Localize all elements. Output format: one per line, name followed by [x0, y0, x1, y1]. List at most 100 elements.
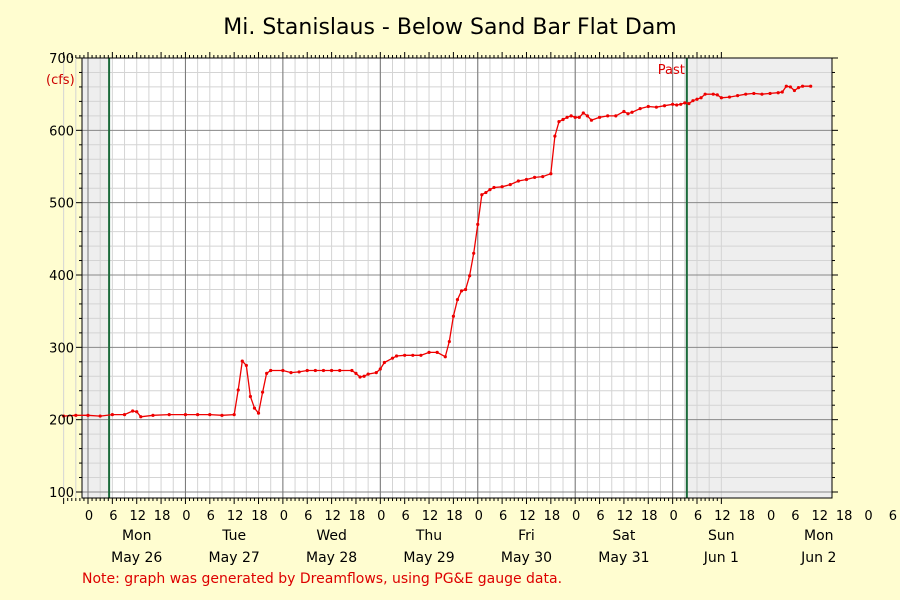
data-point	[289, 371, 293, 375]
data-point	[358, 375, 362, 379]
data-point	[435, 350, 439, 354]
data-point	[752, 91, 756, 96]
data-point	[553, 134, 557, 138]
data-point	[390, 356, 395, 360]
x-tick-label: 12	[129, 509, 146, 524]
data-point	[244, 363, 248, 368]
data-point	[654, 105, 659, 109]
data-point	[727, 95, 732, 99]
x-tick-label: 6	[499, 509, 507, 524]
data-point	[252, 406, 257, 410]
data-point	[122, 413, 127, 417]
data-point	[796, 86, 801, 90]
data-point	[86, 413, 90, 417]
data-point	[788, 85, 792, 89]
data-point	[236, 388, 240, 392]
data-point	[784, 84, 788, 88]
data-point	[338, 368, 342, 373]
data-point	[468, 274, 472, 278]
data-point	[581, 111, 585, 115]
day-date-label: May 27	[209, 550, 260, 566]
data-point	[776, 91, 780, 95]
data-point	[744, 92, 748, 96]
data-point	[646, 104, 650, 109]
data-point	[500, 185, 504, 189]
data-point	[167, 413, 171, 417]
day-weekday-label: Thu	[415, 528, 442, 544]
data-point	[699, 96, 703, 100]
data-point	[792, 88, 797, 93]
data-point	[382, 360, 386, 365]
x-tick-label: 0	[182, 509, 190, 524]
data-point	[74, 413, 78, 417]
day-date-label: May 29	[403, 550, 454, 566]
data-point	[480, 193, 484, 197]
data-point	[662, 104, 667, 108]
x-tick-label: 0	[85, 509, 93, 524]
data-point	[354, 371, 358, 375]
data-point	[626, 112, 630, 116]
data-point	[131, 409, 135, 413]
data-point	[183, 413, 188, 417]
data-point	[691, 99, 695, 103]
x-tick-label: 0	[475, 509, 483, 524]
data-point	[476, 222, 480, 226]
data-point	[516, 179, 520, 183]
data-point	[549, 172, 553, 176]
data-point	[265, 371, 269, 375]
data-point	[614, 114, 618, 118]
x-tick-label: 12	[812, 509, 829, 524]
data-point	[768, 91, 772, 96]
day-date-label: May 30	[501, 550, 552, 566]
data-point	[760, 92, 764, 96]
data-point	[443, 355, 447, 359]
x-tick-label: 18	[251, 509, 268, 524]
x-tick-label: 12	[714, 509, 731, 524]
x-tick-label: 12	[227, 509, 244, 524]
data-point	[135, 410, 139, 414]
y-tick-label: 700	[49, 52, 74, 67]
data-point	[455, 297, 460, 302]
data-point	[62, 414, 66, 418]
data-point	[488, 188, 492, 192]
x-tick-label: 6	[207, 509, 215, 524]
x-tick-label: 12	[617, 509, 634, 524]
data-point	[260, 390, 265, 394]
data-point	[451, 314, 455, 318]
data-point	[98, 414, 102, 418]
day-weekday-label: Mon	[804, 528, 834, 544]
day-weekday-label: Fri	[518, 528, 535, 544]
x-tick-label: 18	[154, 509, 171, 524]
data-point	[736, 94, 740, 98]
x-tick-label: 18	[836, 509, 853, 524]
data-point	[411, 353, 415, 357]
day-date-label: May 28	[306, 550, 357, 566]
data-point	[492, 185, 496, 190]
y-tick-label: 600	[49, 124, 74, 139]
data-point	[557, 120, 561, 124]
chart-title: Mi. Stanislaus - Below Sand Bar Flat Dam	[223, 15, 676, 40]
data-point	[313, 368, 317, 373]
x-tick-label: 18	[349, 509, 366, 524]
data-point	[569, 114, 573, 118]
x-tick-label: 6	[694, 509, 702, 524]
data-point	[419, 353, 423, 357]
data-point	[374, 371, 378, 375]
data-point	[561, 117, 565, 122]
data-point	[427, 350, 431, 354]
x-tick-label: 18	[641, 509, 658, 524]
x-tick-label: 18	[544, 509, 561, 524]
x-tick-label: 6	[402, 509, 410, 524]
data-point	[541, 175, 545, 179]
data-point	[362, 374, 366, 378]
data-point	[248, 394, 252, 399]
x-tick-label: 0	[767, 509, 775, 524]
x-tick-label: 12	[422, 509, 439, 524]
data-point	[800, 84, 805, 88]
x-tick-label: 18	[446, 509, 463, 524]
data-point	[638, 107, 642, 111]
x-tick-label: 6	[791, 509, 799, 524]
data-point	[220, 413, 224, 417]
